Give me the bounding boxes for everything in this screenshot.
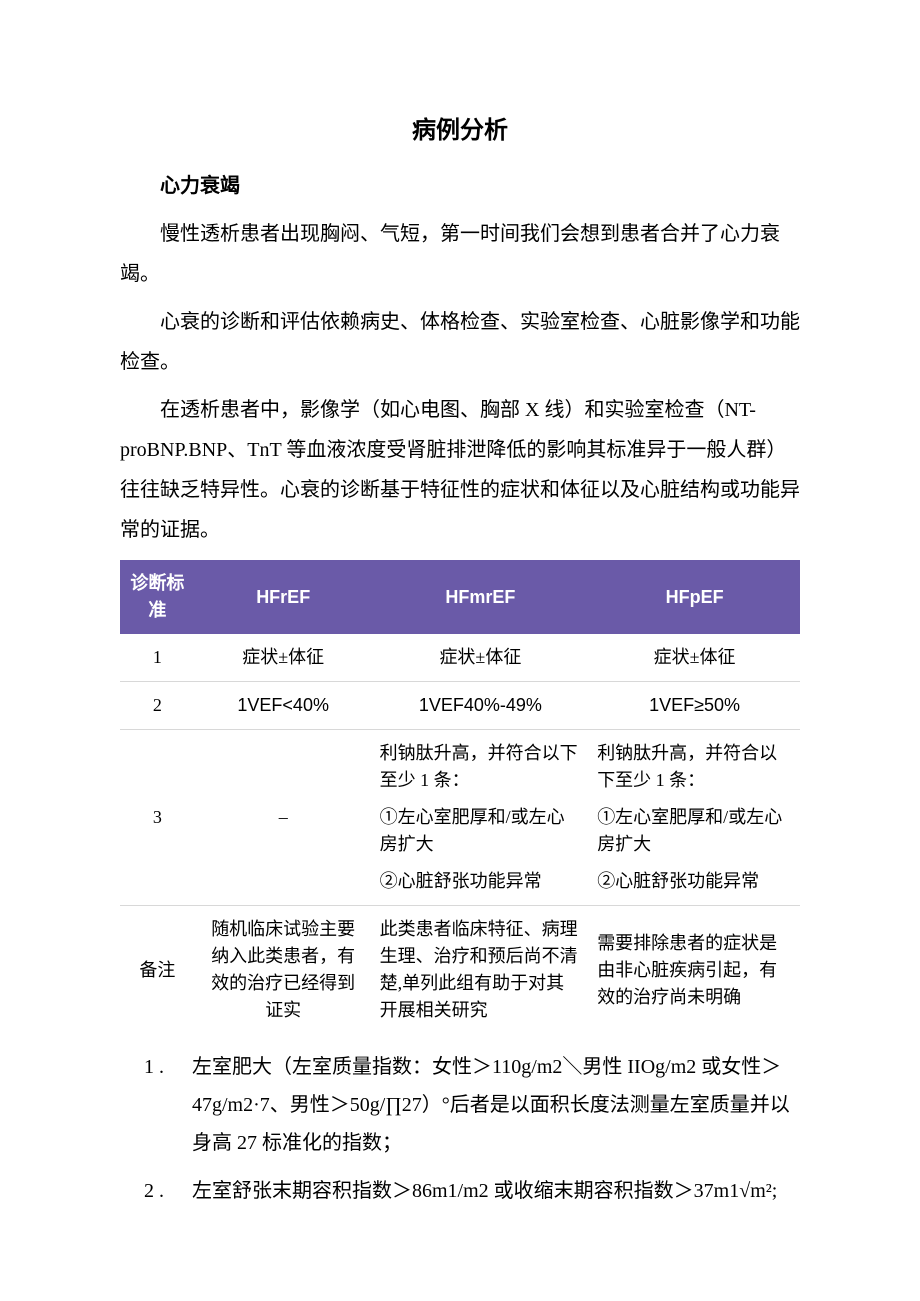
cell: 症状±体征 [589, 634, 800, 682]
cell: 随机临床试验主要纳入此类患者，有效的治疗已经得到证实 [195, 906, 372, 1035]
cell: 1VEF≥50% [589, 682, 800, 730]
paragraph: 慢性透析患者出现胸闷、气短，第一时间我们会想到患者合并了心力衰竭。 [120, 214, 800, 294]
cell-line: ②心脏舒张功能异常 [597, 868, 792, 895]
cell: 利钠肽升高，并符合以下至少 1 条： ①左心室肥厚和/或左心房扩大 ②心脏舒张功… [589, 730, 800, 906]
cell: 利钠肽升高，并符合以下至少 1 条： ①左心室肥厚和/或左心房扩大 ②心脏舒张功… [372, 730, 590, 906]
note-marker: 2 . [144, 1172, 164, 1210]
col-header-hfpef: HFpEF [589, 560, 800, 634]
table-header-row: 诊断标准 HFrEF HFmrEF HFpEF [120, 560, 800, 634]
cell: 需要排除患者的症状是由非心脏疾病引起，有效的治疗尚未明确 [589, 906, 800, 1035]
table-row: 1 症状±体征 症状±体征 症状±体征 [120, 634, 800, 682]
cell: 症状±体征 [372, 634, 590, 682]
table-row: 备注 随机临床试验主要纳入此类患者，有效的治疗已经得到证实 此类患者临床特征、病… [120, 906, 800, 1035]
cell-line: ①左心室肥厚和/或左心房扩大 [380, 804, 582, 858]
hf-classification-table: 诊断标准 HFrEF HFmrEF HFpEF 1 症状±体征 症状±体征 症状… [120, 560, 800, 1034]
page-title: 病例分析 [120, 110, 800, 145]
cell: – [195, 730, 372, 906]
table-row: 2 1VEF<40% 1VEF40%-49% 1VEF≥50% [120, 682, 800, 730]
notes-list: 1 . 左室肥大（左室质量指数：女性＞110g/m2＼男性 IIOg/m2 或女… [120, 1048, 800, 1210]
note-text: 左室舒张末期容积指数＞86m1/m2 或收缩末期容积指数＞37m1√m²; [192, 1180, 777, 1202]
col-header-hfmref: HFmrEF [372, 560, 590, 634]
note-marker: 1 . [144, 1048, 164, 1086]
paragraph: 在透析患者中，影像学（如心电图、胸部 X 线）和实验室检查（NT-proBNP.… [120, 390, 800, 550]
col-header-diagnosis: 诊断标准 [120, 560, 195, 634]
cell-line: ①左心室肥厚和/或左心房扩大 [597, 804, 792, 858]
col-header-hfref: HFrEF [195, 560, 372, 634]
cell: 1VEF40%-49% [372, 682, 590, 730]
note-item: 2 . 左室舒张末期容积指数＞86m1/m2 或收缩末期容积指数＞37m1√m²… [120, 1172, 800, 1210]
cell-line: ②心脏舒张功能异常 [380, 868, 582, 895]
cell: 症状±体征 [195, 634, 372, 682]
table-row: 3 – 利钠肽升高，并符合以下至少 1 条： ①左心室肥厚和/或左心房扩大 ②心… [120, 730, 800, 906]
note-text: 左室肥大（左室质量指数：女性＞110g/m2＼男性 IIOg/m2 或女性＞47… [192, 1056, 790, 1154]
cell: 此类患者临床特征、病理生理、治疗和预后尚不清楚,单列此组有助于对其开展相关研究 [372, 906, 590, 1035]
paragraph: 心衰的诊断和评估依赖病史、体格检查、实验室检查、心脏影像学和功能检查。 [120, 302, 800, 382]
cell-line: 利钠肽升高，并符合以下至少 1 条： [597, 740, 792, 794]
row-label: 备注 [120, 906, 195, 1035]
row-label: 1 [120, 634, 195, 682]
note-item: 1 . 左室肥大（左室质量指数：女性＞110g/m2＼男性 IIOg/m2 或女… [120, 1048, 800, 1162]
cell: 1VEF<40% [195, 682, 372, 730]
section-heading: 心力衰竭 [120, 169, 800, 198]
row-label: 2 [120, 682, 195, 730]
row-label: 3 [120, 730, 195, 906]
cell-line: 利钠肽升高，并符合以下至少 1 条： [380, 740, 582, 794]
